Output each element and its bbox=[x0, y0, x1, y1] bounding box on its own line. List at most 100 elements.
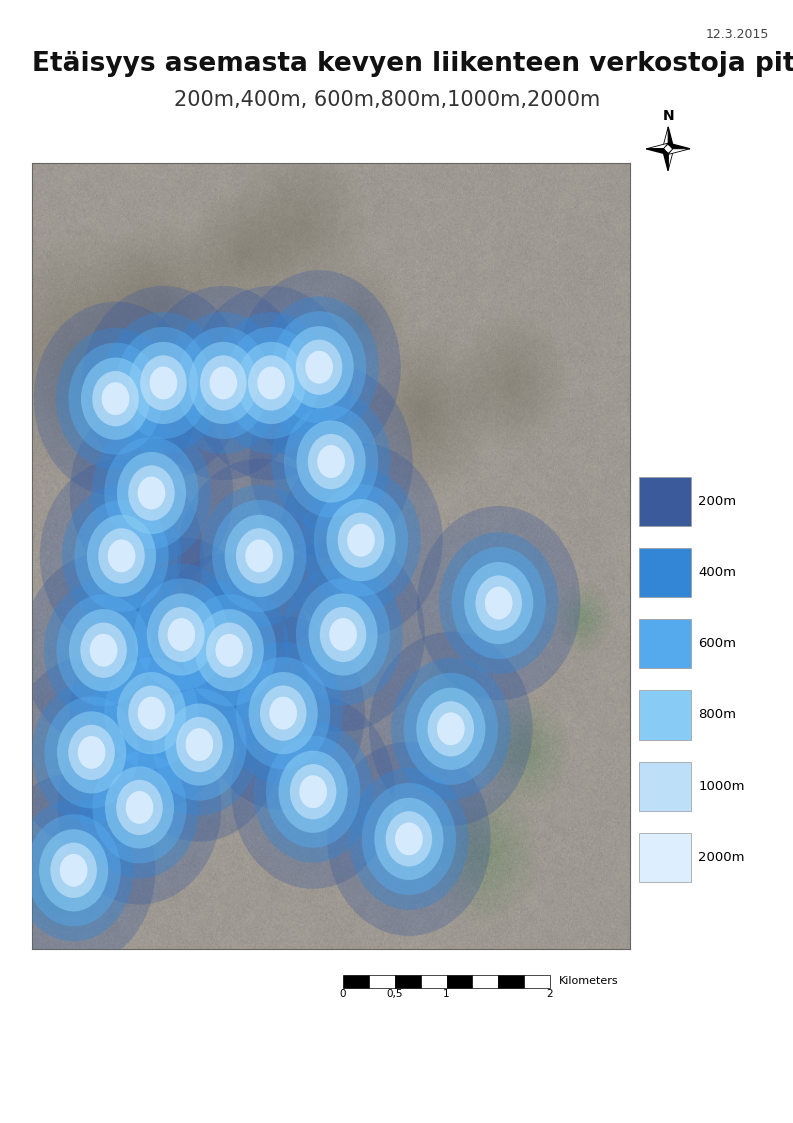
Ellipse shape bbox=[296, 339, 343, 395]
Bar bbox=[343, 975, 369, 988]
Ellipse shape bbox=[314, 484, 408, 596]
Ellipse shape bbox=[117, 327, 211, 439]
Ellipse shape bbox=[186, 728, 213, 761]
Ellipse shape bbox=[105, 437, 198, 549]
Ellipse shape bbox=[437, 712, 465, 746]
Text: 2: 2 bbox=[546, 989, 554, 999]
Text: 800m: 800m bbox=[699, 709, 737, 721]
Ellipse shape bbox=[134, 578, 228, 691]
Ellipse shape bbox=[236, 657, 331, 769]
Ellipse shape bbox=[182, 594, 277, 706]
Ellipse shape bbox=[297, 420, 366, 503]
Ellipse shape bbox=[44, 696, 139, 809]
Ellipse shape bbox=[237, 271, 400, 464]
Ellipse shape bbox=[236, 528, 282, 584]
Ellipse shape bbox=[128, 341, 198, 424]
Ellipse shape bbox=[236, 341, 306, 424]
Ellipse shape bbox=[299, 775, 327, 809]
Ellipse shape bbox=[189, 341, 258, 424]
Ellipse shape bbox=[290, 764, 336, 820]
Ellipse shape bbox=[374, 797, 443, 880]
Ellipse shape bbox=[224, 327, 318, 439]
Ellipse shape bbox=[308, 593, 377, 676]
Ellipse shape bbox=[70, 617, 233, 810]
Ellipse shape bbox=[347, 523, 375, 557]
Ellipse shape bbox=[416, 687, 485, 770]
Ellipse shape bbox=[439, 532, 558, 674]
Ellipse shape bbox=[212, 500, 306, 612]
Ellipse shape bbox=[152, 688, 247, 801]
Ellipse shape bbox=[285, 326, 354, 409]
Ellipse shape bbox=[272, 311, 366, 423]
Bar bbox=[446, 975, 473, 988]
Polygon shape bbox=[662, 127, 668, 149]
Ellipse shape bbox=[40, 459, 203, 652]
Ellipse shape bbox=[248, 672, 318, 755]
Ellipse shape bbox=[427, 701, 474, 757]
Ellipse shape bbox=[259, 296, 379, 438]
Ellipse shape bbox=[92, 371, 139, 427]
Ellipse shape bbox=[224, 514, 294, 597]
Ellipse shape bbox=[147, 593, 216, 676]
Ellipse shape bbox=[283, 564, 403, 705]
Ellipse shape bbox=[57, 711, 126, 794]
Ellipse shape bbox=[140, 355, 186, 411]
Ellipse shape bbox=[329, 618, 357, 651]
Ellipse shape bbox=[56, 328, 175, 469]
Ellipse shape bbox=[284, 405, 378, 518]
Ellipse shape bbox=[451, 547, 546, 659]
Ellipse shape bbox=[417, 506, 580, 700]
Ellipse shape bbox=[279, 444, 442, 637]
Ellipse shape bbox=[62, 485, 182, 627]
Ellipse shape bbox=[476, 575, 522, 631]
Ellipse shape bbox=[128, 465, 174, 521]
Text: Etäisyys asemasta kevyen liikenteen verkostoja pitkin: Etäisyys asemasta kevyen liikenteen verk… bbox=[32, 51, 793, 76]
Polygon shape bbox=[668, 149, 690, 155]
Ellipse shape bbox=[82, 286, 245, 480]
Ellipse shape bbox=[245, 539, 273, 573]
Bar bbox=[369, 975, 395, 988]
Ellipse shape bbox=[212, 312, 331, 454]
Ellipse shape bbox=[138, 476, 165, 510]
Ellipse shape bbox=[249, 365, 413, 558]
Ellipse shape bbox=[26, 814, 121, 926]
Ellipse shape bbox=[260, 685, 306, 741]
Ellipse shape bbox=[51, 842, 97, 898]
Ellipse shape bbox=[278, 750, 347, 833]
Ellipse shape bbox=[209, 366, 237, 400]
Polygon shape bbox=[662, 149, 668, 171]
Ellipse shape bbox=[32, 682, 151, 823]
Ellipse shape bbox=[90, 633, 117, 667]
Polygon shape bbox=[668, 127, 674, 149]
Ellipse shape bbox=[69, 609, 138, 692]
Ellipse shape bbox=[121, 564, 241, 705]
Ellipse shape bbox=[105, 657, 198, 769]
Ellipse shape bbox=[58, 711, 221, 904]
Ellipse shape bbox=[254, 721, 373, 862]
Ellipse shape bbox=[56, 594, 151, 706]
Text: 400m: 400m bbox=[699, 566, 737, 579]
Ellipse shape bbox=[75, 500, 169, 612]
Text: 2000m: 2000m bbox=[699, 851, 745, 864]
Ellipse shape bbox=[206, 622, 252, 678]
Ellipse shape bbox=[362, 783, 456, 895]
Ellipse shape bbox=[385, 811, 432, 867]
Ellipse shape bbox=[270, 696, 297, 730]
Text: 200m,400m, 600m,800m,1000m,2000m: 200m,400m, 600m,800m,1000m,2000m bbox=[174, 90, 601, 110]
Polygon shape bbox=[646, 149, 668, 155]
Ellipse shape bbox=[39, 829, 108, 912]
Ellipse shape bbox=[328, 742, 491, 935]
Text: 1000m: 1000m bbox=[699, 779, 745, 793]
Ellipse shape bbox=[98, 528, 145, 584]
Ellipse shape bbox=[200, 485, 319, 627]
Text: 12.3.2015: 12.3.2015 bbox=[706, 28, 769, 42]
Bar bbox=[639, 691, 691, 740]
Bar bbox=[639, 548, 691, 597]
Text: 0: 0 bbox=[340, 989, 347, 999]
Ellipse shape bbox=[167, 618, 195, 651]
Ellipse shape bbox=[147, 554, 311, 747]
Bar bbox=[639, 477, 691, 527]
Bar bbox=[639, 832, 691, 882]
Ellipse shape bbox=[125, 791, 153, 824]
Bar bbox=[473, 975, 498, 988]
